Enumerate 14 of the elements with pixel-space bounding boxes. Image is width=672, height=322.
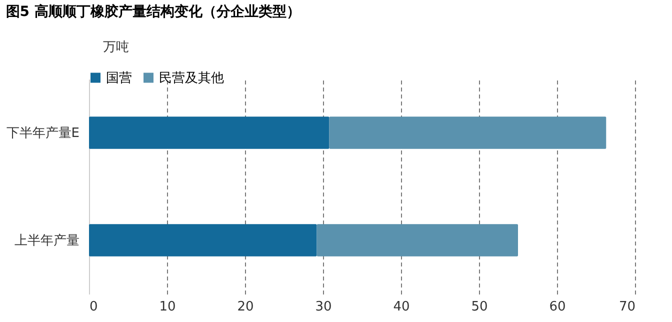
x-tick-label: 0	[90, 300, 98, 314]
legend-label: 国营	[106, 70, 132, 86]
x-tick-label: 40	[393, 300, 410, 314]
x-tick-label: 70	[618, 300, 636, 314]
x-tick-label: 30	[315, 300, 332, 314]
x-tick-label: 50	[471, 300, 488, 314]
x-tick-label: 10	[159, 300, 176, 314]
legend-label: 民营及其他	[159, 70, 224, 86]
x-tick-label: 60	[549, 300, 566, 314]
x-axis-title: 万吨	[103, 40, 129, 55]
y-tick-label: 下半年产量E	[6, 126, 80, 141]
chart-title: 图5 高顺顺丁橡胶产量结构变化（分企业类型）	[6, 3, 300, 20]
y-tick-label: 上半年产量	[14, 233, 80, 248]
x-tick-label: 20	[237, 300, 254, 314]
